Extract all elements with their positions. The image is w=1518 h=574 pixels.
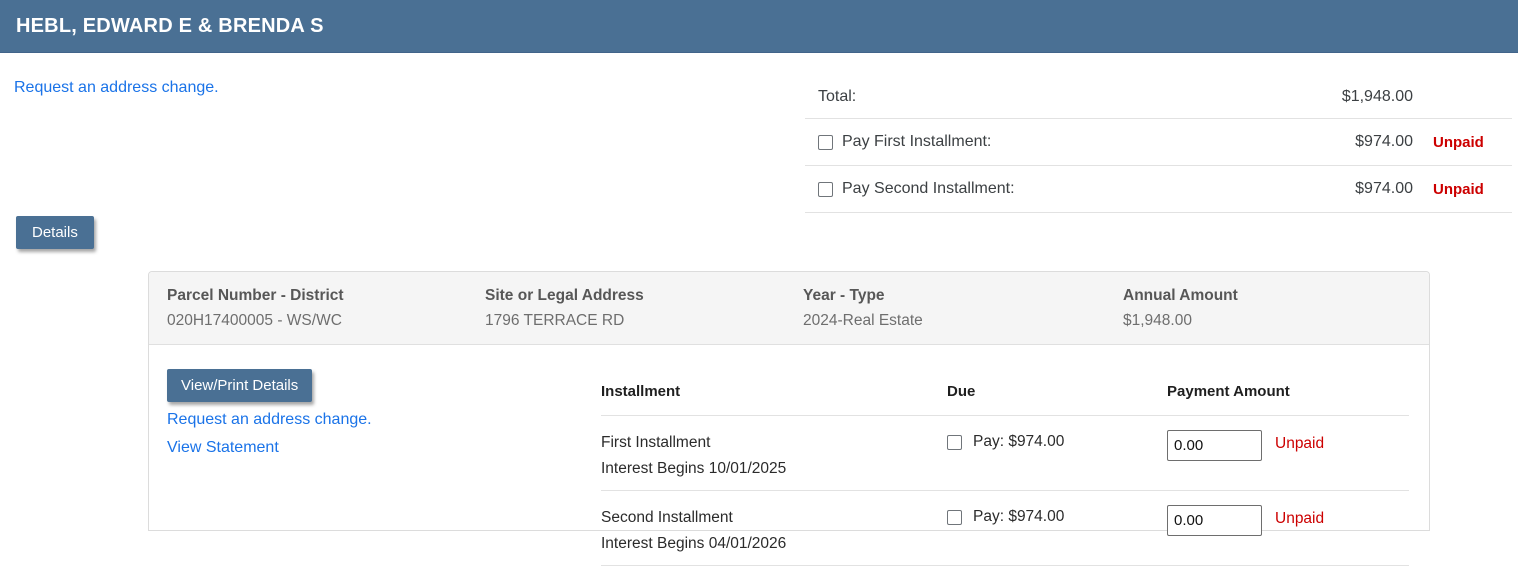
view-print-details-button[interactable]: View/Print Details — [167, 369, 313, 402]
total-amount: $1,948.00 — [1341, 87, 1413, 105]
parcel-details-panel: Parcel Number - District 020H17400005 - … — [148, 271, 1430, 566]
first-installment-table-row: First Installment Interest Begins 10/01/… — [601, 416, 1409, 491]
first-installment-interest-note: Interest Begins 10/01/2025 — [601, 460, 787, 477]
parcel-details-body: View/Print Details Request an address ch… — [149, 345, 1429, 566]
request-address-change-link[interactable]: Request an address change. — [14, 79, 219, 96]
installment-table: Installment Due Payment Amount First Ins… — [601, 369, 1409, 566]
parcel-number-label: Parcel Number - District — [167, 287, 344, 304]
second-installment-interest-note: Interest Begins 04/01/2026 — [601, 535, 787, 552]
summary-second-installment-row: Pay Second Installment: $974.00 Unpaid — [805, 166, 1512, 213]
installment-column-header: Installment — [601, 383, 681, 400]
summary-first-installment-row: Pay First Installment: $974.00 Unpaid — [805, 119, 1512, 166]
first-installment-due-amount: Pay: $974.00 — [973, 433, 1065, 450]
second-installment-name: Second Installment — [601, 509, 733, 526]
second-installment-row-status: Unpaid — [1275, 510, 1325, 527]
second-installment-due-amount: Pay: $974.00 — [973, 508, 1065, 525]
parcel-details-header: Parcel Number - District 020H17400005 - … — [149, 272, 1429, 345]
taxpayer-name-title: HEBL, EDWARD E & BRENDA S — [16, 14, 324, 37]
table-pay-first-checkbox[interactable] — [947, 435, 962, 450]
view-statement-link[interactable]: View Statement — [167, 439, 279, 456]
table-pay-second-checkbox[interactable] — [947, 510, 962, 525]
first-installment-status-badge: Unpaid — [1433, 133, 1484, 151]
parcel-number-value: 020H17400005 - WS/WC — [167, 312, 342, 329]
installment-table-header: Installment Due Payment Amount — [601, 383, 1409, 416]
site-address-field: Site or Legal Address 1796 TERRACE RD — [485, 287, 803, 330]
site-address-label: Site or Legal Address — [485, 287, 644, 304]
first-installment-payment-input[interactable] — [1167, 430, 1262, 461]
annual-amount-field: Annual Amount $1,948.00 — [1123, 287, 1411, 330]
summary-total-row: Total: $1,948.00 — [805, 75, 1512, 119]
parcel-number-field: Parcel Number - District 020H17400005 - … — [167, 287, 485, 330]
panel-request-address-change-link[interactable]: Request an address change. — [167, 411, 372, 428]
payment-amount-column-header: Payment Amount — [1167, 383, 1290, 400]
annual-amount-label: Annual Amount — [1123, 287, 1238, 304]
pay-first-installment-label: Pay First Installment: — [842, 133, 992, 150]
first-installment-amount: $974.00 — [1355, 133, 1413, 150]
second-installment-status-badge: Unpaid — [1433, 180, 1484, 198]
page-header-bar: HEBL, EDWARD E & BRENDA S — [0, 0, 1518, 53]
pay-second-installment-label: Pay Second Installment: — [842, 180, 1015, 197]
panel-actions-column: View/Print Details Request an address ch… — [167, 369, 601, 566]
year-type-label: Year - Type — [803, 287, 885, 304]
pay-first-installment-checkbox[interactable] — [818, 134, 833, 150]
first-installment-name: First Installment — [601, 434, 711, 451]
annual-amount-value: $1,948.00 — [1123, 312, 1192, 329]
second-installment-payment-input[interactable] — [1167, 505, 1262, 536]
second-installment-table-row: Second Installment Interest Begins 04/01… — [601, 491, 1409, 566]
site-address-value: 1796 TERRACE RD — [485, 312, 625, 329]
top-section: Request an address change. Total: $1,948… — [0, 53, 1518, 213]
year-type-field: Year - Type 2024-Real Estate — [803, 287, 1123, 330]
details-button[interactable]: Details — [16, 216, 94, 249]
second-installment-amount: $974.00 — [1355, 180, 1413, 197]
year-type-value: 2024-Real Estate — [803, 312, 923, 329]
due-column-header: Due — [947, 383, 976, 400]
first-installment-row-status: Unpaid — [1275, 435, 1325, 452]
total-label: Total: — [818, 87, 857, 105]
payment-summary-table: Total: $1,948.00 Pay First Installment: … — [805, 75, 1512, 213]
pay-second-installment-checkbox[interactable] — [818, 181, 833, 197]
